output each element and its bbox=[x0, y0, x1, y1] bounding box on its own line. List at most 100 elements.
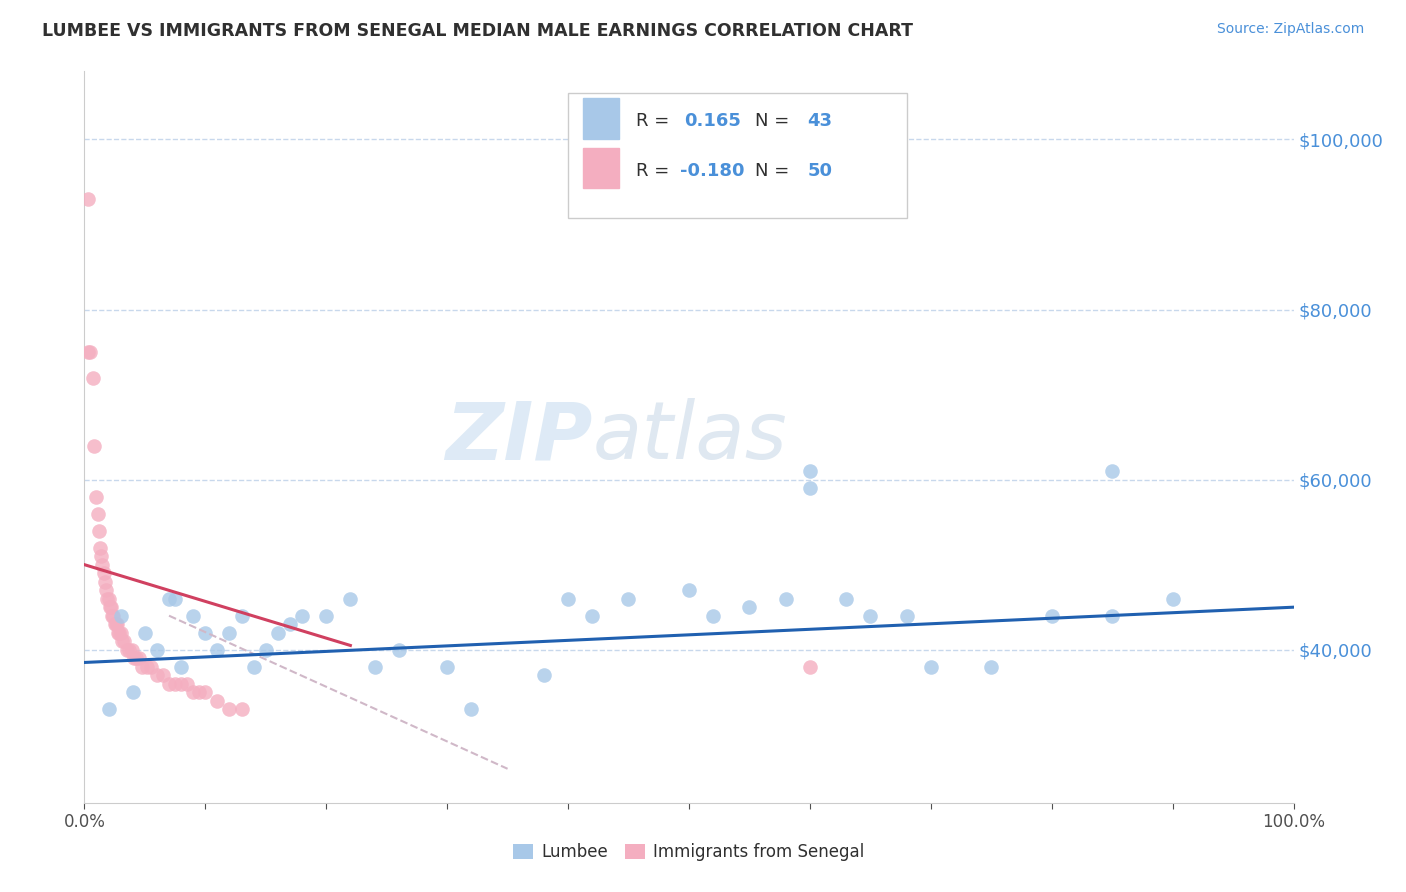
Point bbox=[146, 642, 169, 657]
Point bbox=[134, 625, 156, 640]
Point bbox=[90, 549, 112, 563]
Point bbox=[79, 345, 101, 359]
Point bbox=[87, 524, 110, 538]
Point bbox=[118, 642, 141, 657]
Point bbox=[107, 625, 129, 640]
Point bbox=[125, 651, 148, 665]
Point bbox=[104, 617, 127, 632]
Text: ZIP: ZIP bbox=[444, 398, 592, 476]
Point bbox=[128, 651, 150, 665]
Point bbox=[835, 591, 858, 606]
Point bbox=[157, 677, 180, 691]
Text: 50: 50 bbox=[807, 161, 832, 180]
Point bbox=[799, 481, 821, 495]
Point bbox=[89, 541, 111, 555]
Point bbox=[617, 591, 640, 606]
Point bbox=[77, 192, 100, 206]
Point bbox=[231, 608, 253, 623]
Point bbox=[181, 608, 204, 623]
Point bbox=[339, 591, 361, 606]
Point bbox=[738, 600, 761, 615]
Point bbox=[533, 668, 555, 682]
Point bbox=[93, 566, 115, 581]
Point bbox=[152, 668, 174, 682]
Point bbox=[165, 677, 187, 691]
Point bbox=[97, 591, 120, 606]
Point bbox=[1101, 464, 1123, 478]
Point bbox=[231, 702, 253, 716]
Point bbox=[702, 608, 724, 623]
Point bbox=[91, 558, 114, 572]
Point bbox=[97, 702, 120, 716]
Text: Source: ZipAtlas.com: Source: ZipAtlas.com bbox=[1216, 22, 1364, 37]
Point bbox=[218, 625, 240, 640]
Text: -0.180: -0.180 bbox=[681, 161, 745, 180]
Text: R =: R = bbox=[636, 161, 669, 180]
Point bbox=[181, 685, 204, 699]
Point bbox=[108, 625, 131, 640]
Point bbox=[315, 608, 337, 623]
Point bbox=[896, 608, 918, 623]
Text: N =: N = bbox=[755, 161, 790, 180]
Text: atlas: atlas bbox=[592, 398, 787, 476]
Point bbox=[96, 591, 118, 606]
FancyBboxPatch shape bbox=[568, 94, 907, 218]
Point bbox=[388, 642, 411, 657]
Point bbox=[110, 625, 132, 640]
Point bbox=[121, 685, 143, 699]
Point bbox=[799, 464, 821, 478]
Point bbox=[799, 659, 821, 673]
Text: R =: R = bbox=[636, 112, 669, 130]
Point bbox=[194, 685, 217, 699]
Point bbox=[1101, 608, 1123, 623]
Point bbox=[122, 651, 145, 665]
Point bbox=[131, 659, 153, 673]
Point bbox=[94, 574, 117, 589]
Point bbox=[581, 608, 603, 623]
Point bbox=[111, 634, 134, 648]
Point bbox=[77, 345, 100, 359]
Point bbox=[170, 677, 193, 691]
Point bbox=[194, 625, 217, 640]
Point bbox=[436, 659, 458, 673]
Point bbox=[1040, 608, 1063, 623]
Point bbox=[94, 583, 117, 598]
Point bbox=[218, 702, 240, 716]
Bar bbox=[582, 98, 619, 138]
Point bbox=[165, 591, 187, 606]
Point bbox=[363, 659, 385, 673]
Point bbox=[980, 659, 1002, 673]
Point bbox=[775, 591, 797, 606]
Text: LUMBEE VS IMMIGRANTS FROM SENEGAL MEDIAN MALE EARNINGS CORRELATION CHART: LUMBEE VS IMMIGRANTS FROM SENEGAL MEDIAN… bbox=[42, 22, 912, 40]
Point bbox=[104, 617, 127, 632]
Point bbox=[188, 685, 211, 699]
Point bbox=[176, 677, 198, 691]
Point bbox=[86, 490, 108, 504]
Point bbox=[112, 634, 135, 648]
Bar bbox=[582, 148, 619, 188]
Point bbox=[267, 625, 290, 640]
Point bbox=[98, 600, 121, 615]
Point bbox=[920, 659, 942, 673]
Point bbox=[859, 608, 882, 623]
Point bbox=[82, 370, 104, 384]
Point bbox=[121, 642, 143, 657]
Point bbox=[207, 642, 229, 657]
Point bbox=[1161, 591, 1184, 606]
Point bbox=[278, 617, 301, 632]
Point bbox=[100, 600, 122, 615]
Point bbox=[207, 694, 229, 708]
Text: 43: 43 bbox=[807, 112, 832, 130]
Point bbox=[115, 642, 138, 657]
Point bbox=[83, 439, 105, 453]
Point bbox=[242, 659, 264, 673]
Point bbox=[105, 617, 128, 632]
Point bbox=[170, 659, 193, 673]
Point bbox=[146, 668, 169, 682]
Point bbox=[157, 591, 180, 606]
Point bbox=[254, 642, 277, 657]
Point bbox=[136, 659, 159, 673]
Point bbox=[678, 583, 700, 598]
Point bbox=[139, 659, 162, 673]
Point bbox=[110, 608, 132, 623]
